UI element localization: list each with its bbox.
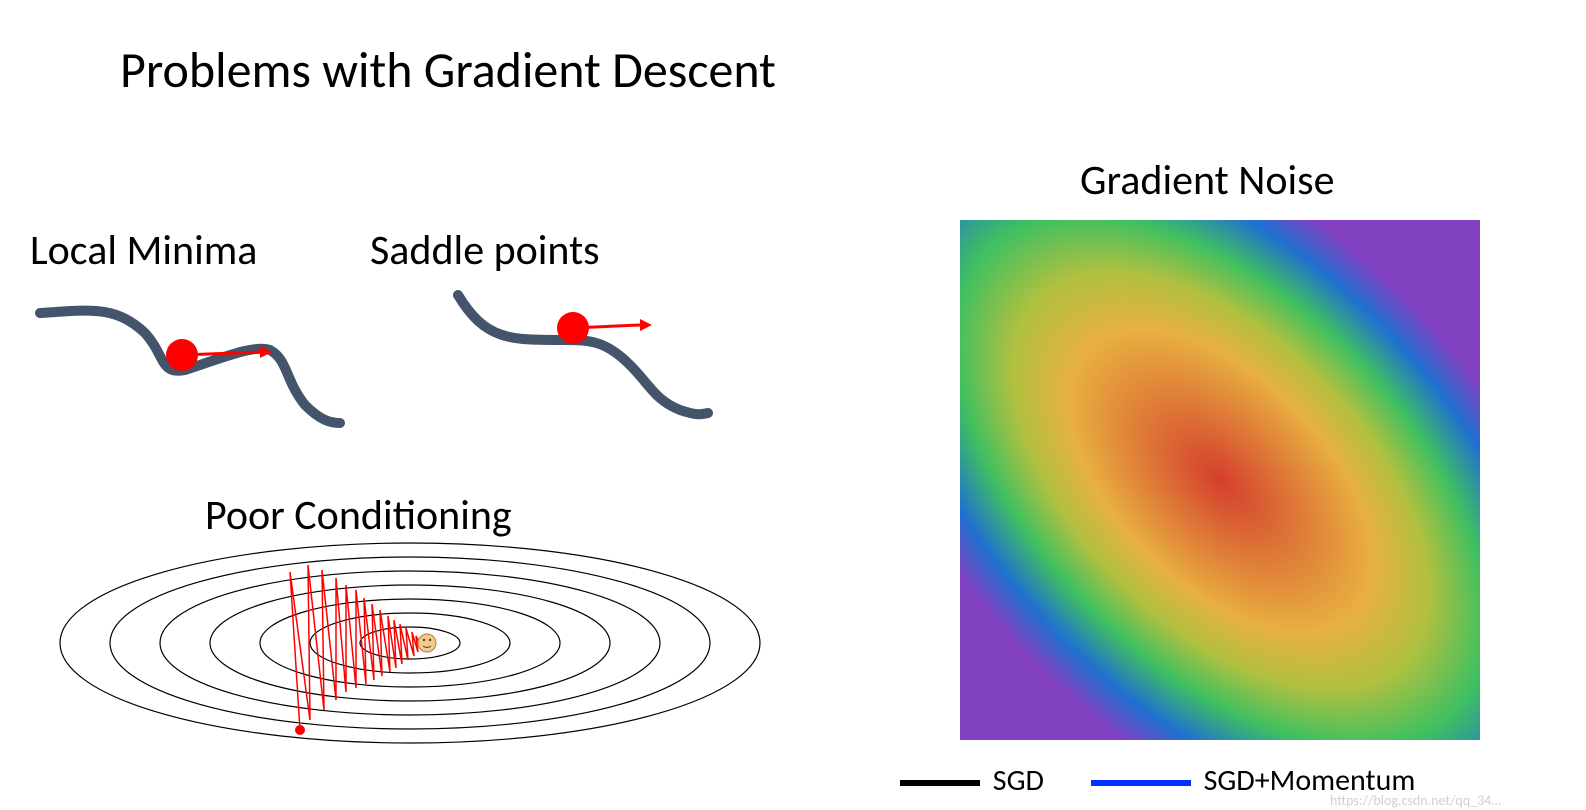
saddle-arrowhead — [640, 319, 652, 331]
legend-sgd-line — [900, 780, 980, 786]
legend-momentum-line — [1091, 780, 1191, 786]
legend-sgd-label: SGD — [993, 762, 1044, 799]
poor-conditioning-label: Poor Conditioning — [205, 490, 512, 541]
saddle-diagram — [430, 285, 730, 445]
saddle-label: Saddle points — [370, 225, 600, 276]
saddle-ball — [557, 312, 589, 344]
zigzag-start-dot — [295, 725, 305, 735]
center-face — [418, 634, 436, 652]
local-minima-diagram — [30, 285, 350, 435]
local-minima-ball — [166, 339, 198, 371]
slide-title: Problems with Gradient Descent — [120, 40, 776, 101]
face-eye-r — [429, 639, 431, 641]
poor-conditioning-diagram — [50, 540, 770, 770]
gradient-noise-plot — [960, 220, 1480, 740]
watermark: https://blog.csdn.net/qq_34… — [1330, 792, 1501, 809]
face-eye-l — [423, 639, 425, 641]
gradient-noise-rect — [960, 220, 1480, 740]
gradient-noise-label: Gradient Noise — [1080, 155, 1334, 206]
saddle-curve — [458, 295, 708, 414]
local-minima-label: Local Minima — [30, 225, 257, 276]
